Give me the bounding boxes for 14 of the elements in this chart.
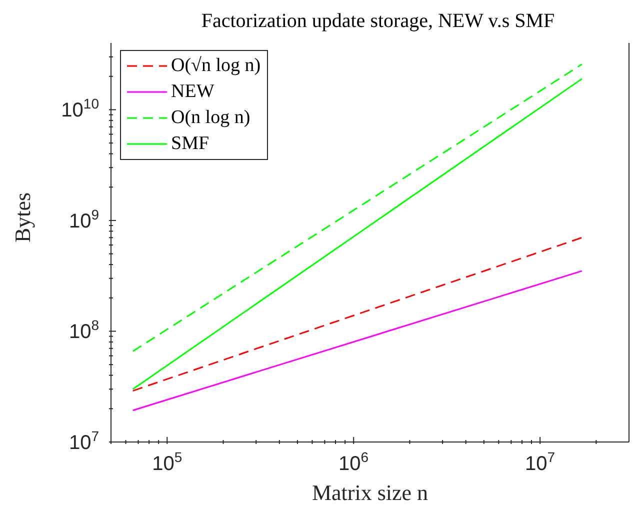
legend-label: NEW [171, 80, 214, 104]
legend-label: SMF [171, 132, 210, 156]
legend-label: O(n log n) [171, 106, 250, 130]
x-axis-title: Matrix size n [312, 480, 428, 505]
legend-label: O(√n log n) [171, 54, 261, 78]
x-tick-label: 10$^{5}$ [152, 449, 182, 475]
y-tick-label: 10$^{7}$ [68, 428, 100, 454]
y-tick-label: 10$^{8}$ [68, 317, 100, 344]
x-tick-label: 10$^{7}$ [525, 449, 556, 475]
y-axis-title: Bytes [10, 192, 35, 242]
y-tick-label: 10$^{9}$ [68, 206, 100, 232]
chart-title: Factorization update storage, NEW v.s SMF [200, 10, 556, 33]
y-tick-label: 10$^{10}$ [61, 96, 100, 122]
x-tick-label: 10$^{6}$ [338, 449, 369, 475]
